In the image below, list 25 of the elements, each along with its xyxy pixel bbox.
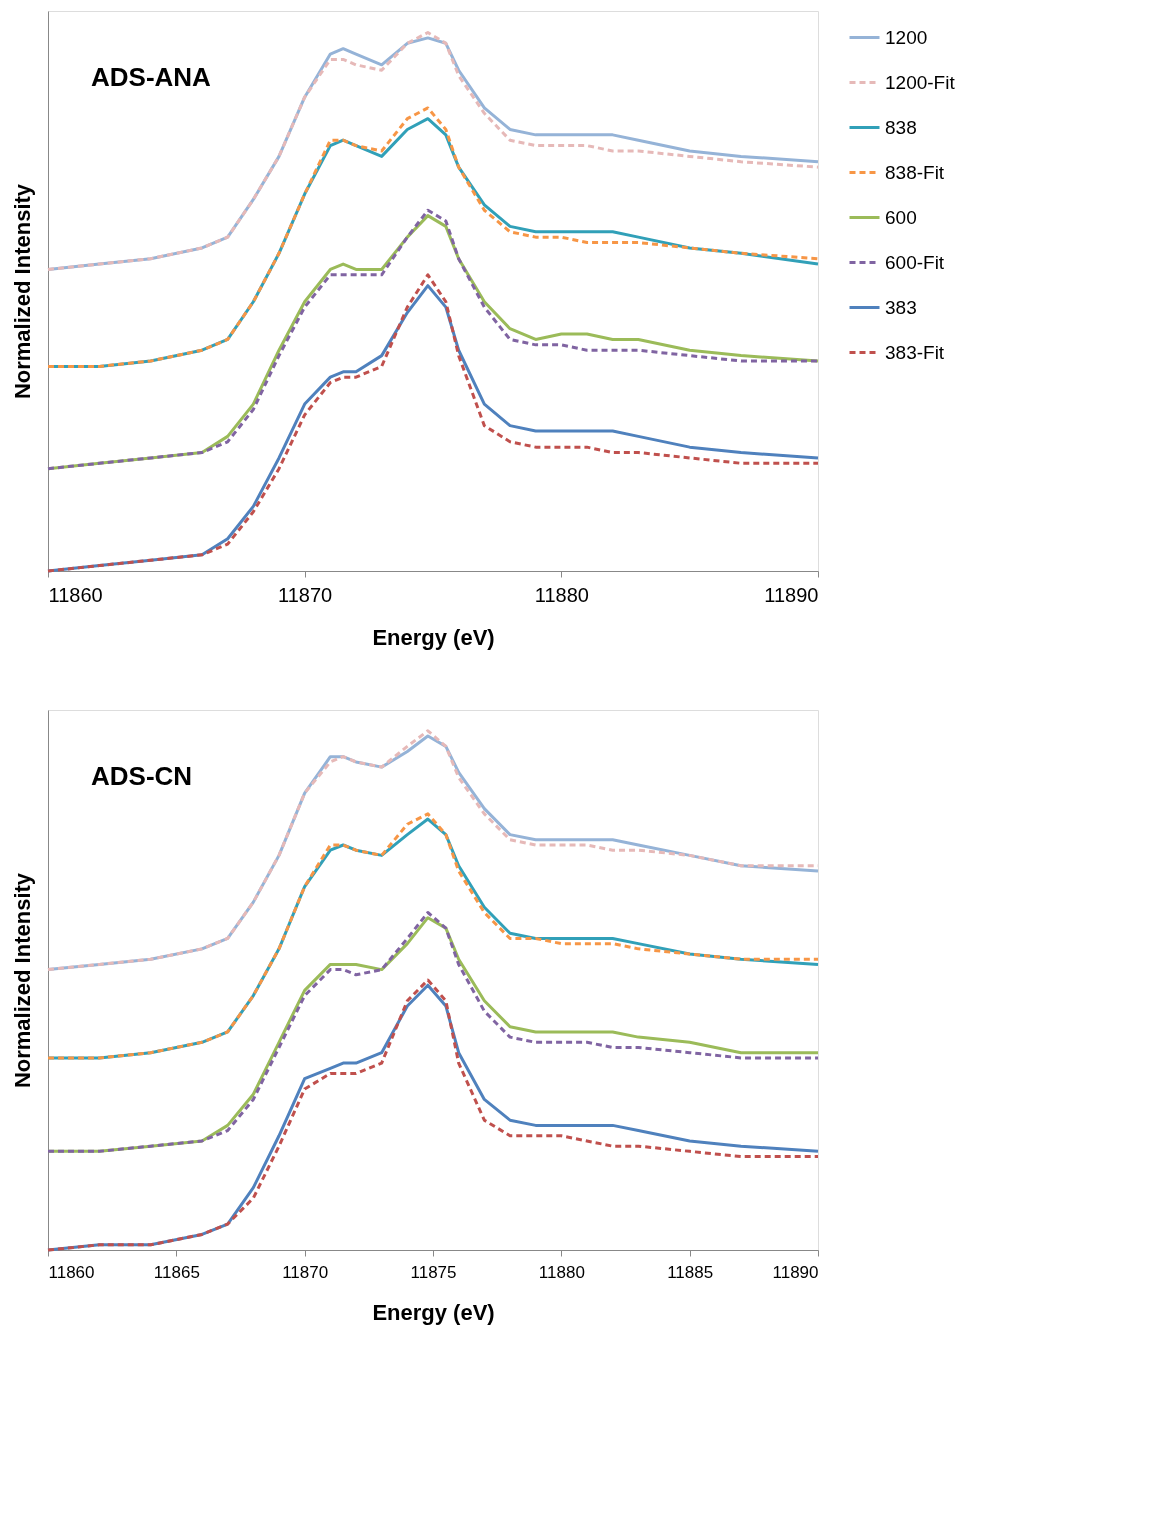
text: ADS-CN (91, 761, 193, 791)
x-tick-label: 11890 (772, 1262, 819, 1282)
legend-label: 838-Fit (885, 161, 945, 183)
x-tick-label: 11880 (538, 1262, 585, 1282)
x-tick-label: 11860 (48, 1262, 95, 1282)
x-axis-title: Energy (eV) (372, 1299, 495, 1325)
legend-label: 1200-Fit (885, 71, 956, 93)
x-tick-label: 11885 (667, 1262, 714, 1282)
legend-label: 600-Fit (885, 251, 945, 273)
text: ADS-ANA (91, 62, 212, 92)
y-axis-title: Normalized Intensity (9, 183, 35, 400)
y-axis-title: Normalized Intensity (9, 872, 35, 1089)
x-tick-label: 11865 (153, 1262, 200, 1282)
x-tick-label: 11875 (410, 1262, 457, 1282)
x-tick-label: 11880 (534, 583, 589, 606)
legend-label: 383-Fit (885, 341, 945, 363)
x-tick-label: 11870 (278, 583, 333, 606)
x-tick-label: 11890 (764, 583, 819, 606)
legend-label: 600 (885, 206, 917, 228)
x-tick-label: 11870 (282, 1262, 329, 1282)
legend-label: 383 (885, 296, 917, 318)
legend-label: 838 (885, 116, 917, 138)
x-tick-label: 11860 (48, 583, 103, 606)
legend-label: 1200 (885, 26, 928, 48)
x-axis-title: Energy (eV) (372, 624, 495, 650)
